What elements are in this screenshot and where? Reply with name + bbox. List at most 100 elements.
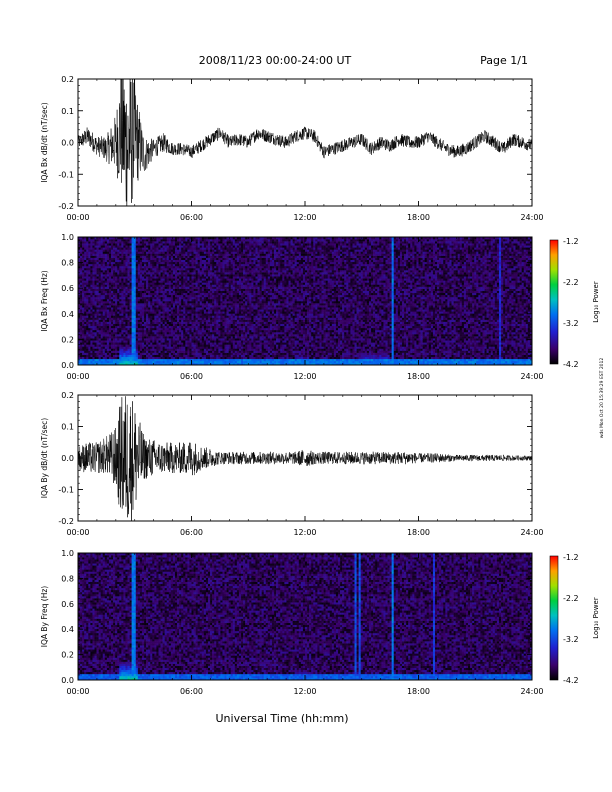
spectrogram-cell [220, 280, 222, 282]
spectrogram-cell [189, 307, 191, 309]
spectrogram-cell [132, 338, 134, 340]
spectrogram-cell [202, 342, 204, 344]
spectrogram-cell [140, 284, 142, 286]
spectrogram-cell [169, 338, 171, 340]
spectrogram-cell [216, 338, 218, 340]
spectrogram-cell [134, 320, 136, 322]
spectrogram-cell [227, 301, 229, 303]
spectrogram-cell [86, 338, 88, 340]
spectrogram-cell [88, 346, 90, 348]
spectrogram-cell [216, 268, 218, 270]
spectrogram-cell [138, 313, 140, 315]
spectrogram-cell [227, 326, 229, 328]
spectrogram-cell [103, 353, 105, 355]
spectrogram-cell [233, 328, 235, 330]
spectrogram-cell [181, 241, 183, 243]
spectrogram-cell [208, 243, 210, 245]
spectrogram-cell [105, 247, 107, 249]
spectrogram-cell [113, 322, 115, 324]
spectrogram-cell [167, 303, 169, 305]
spectrogram-cell [138, 280, 140, 282]
spectrogram-cell [136, 359, 138, 361]
spectrogram-cell [229, 280, 231, 282]
spectrogram-cell [194, 249, 196, 251]
spectrogram-cell [231, 351, 233, 353]
spectrogram-cell [208, 351, 210, 353]
spectrogram-cell [84, 264, 86, 266]
spectrogram-cell [134, 342, 136, 344]
spectrogram-cell [175, 262, 177, 264]
spectrogram-cell [200, 336, 202, 338]
spectrogram-cell [115, 287, 117, 289]
spectrogram-cell [107, 346, 109, 348]
spectrogram-cell [148, 313, 150, 315]
spectrogram-cell [82, 282, 84, 284]
spectrogram-cell [123, 309, 125, 311]
spectrogram-cell [163, 243, 165, 245]
spectrogram-cell [117, 264, 119, 266]
spectrogram-cell [206, 268, 208, 270]
spectrogram-cell [99, 282, 101, 284]
spectrogram-cell [163, 353, 165, 355]
spectrogram-cell [233, 282, 235, 284]
spectrogram-cell [140, 340, 142, 342]
spectrogram-cell [235, 357, 237, 359]
spectrogram-cell [130, 239, 132, 241]
spectrogram-cell [113, 315, 115, 317]
spectrogram-cell [225, 266, 227, 268]
spectrogram-cell [121, 262, 123, 264]
spectrogram-cell [95, 353, 97, 355]
spectrogram-cell [208, 334, 210, 336]
spectrogram-cell [171, 256, 173, 258]
spectrogram-cell [161, 353, 163, 355]
spectrogram-cell [175, 280, 177, 282]
spectrogram-cell [237, 247, 239, 249]
spectrogram-cell [192, 346, 194, 348]
spectrogram-cell [206, 289, 208, 291]
spectrogram-cell [86, 297, 88, 299]
spectrogram-cell [225, 359, 227, 361]
spectrogram-cell [88, 249, 90, 251]
spectrogram-cell [99, 241, 101, 243]
spectrogram-cell [173, 307, 175, 309]
spectrogram-cell [107, 284, 109, 286]
spectrogram-cell [121, 274, 123, 276]
spectrogram-cell [173, 268, 175, 270]
spectrogram-cell [144, 351, 146, 353]
spectrogram-cell [95, 243, 97, 245]
spectrogram-cell [97, 295, 99, 297]
spectrogram-cell [144, 264, 146, 266]
spectrogram-cell [107, 280, 109, 282]
spectrogram-cell [158, 280, 160, 282]
spectrogram-cell [150, 297, 152, 299]
spectrogram-cell [200, 282, 202, 284]
spectrogram-cell [138, 353, 140, 355]
spectrogram-cell [183, 346, 185, 348]
spectrogram-cell [123, 276, 125, 278]
spectrogram-cell [136, 262, 138, 264]
spectrogram-cell [233, 318, 235, 320]
spectrogram-cell [175, 346, 177, 348]
spectrogram-cell [212, 340, 214, 342]
spectrogram-cell [237, 291, 239, 293]
spectrogram-cell [130, 332, 132, 334]
spectrogram-cell [163, 340, 165, 342]
spectrogram-cell [177, 357, 179, 359]
spectrogram-cell [222, 258, 224, 260]
spectrogram-cell [154, 251, 156, 253]
spectrogram-cell [134, 361, 136, 363]
spectrogram-cell [119, 247, 121, 249]
spectrogram-cell [214, 251, 216, 253]
spectrogram-cell [225, 340, 227, 342]
spectrogram-cell [218, 348, 220, 350]
spectrogram-cell [187, 309, 189, 311]
spectrogram-cell [218, 318, 220, 320]
spectrogram-cell [80, 318, 82, 320]
spectrogram-cell [156, 318, 158, 320]
spectrogram-cell [123, 320, 125, 322]
spectrogram-cell [103, 332, 105, 334]
spectrogram-cell [82, 264, 84, 266]
spectrogram-cell [97, 282, 99, 284]
spectrogram-cell [214, 303, 216, 305]
spectrogram-cell [140, 264, 142, 266]
